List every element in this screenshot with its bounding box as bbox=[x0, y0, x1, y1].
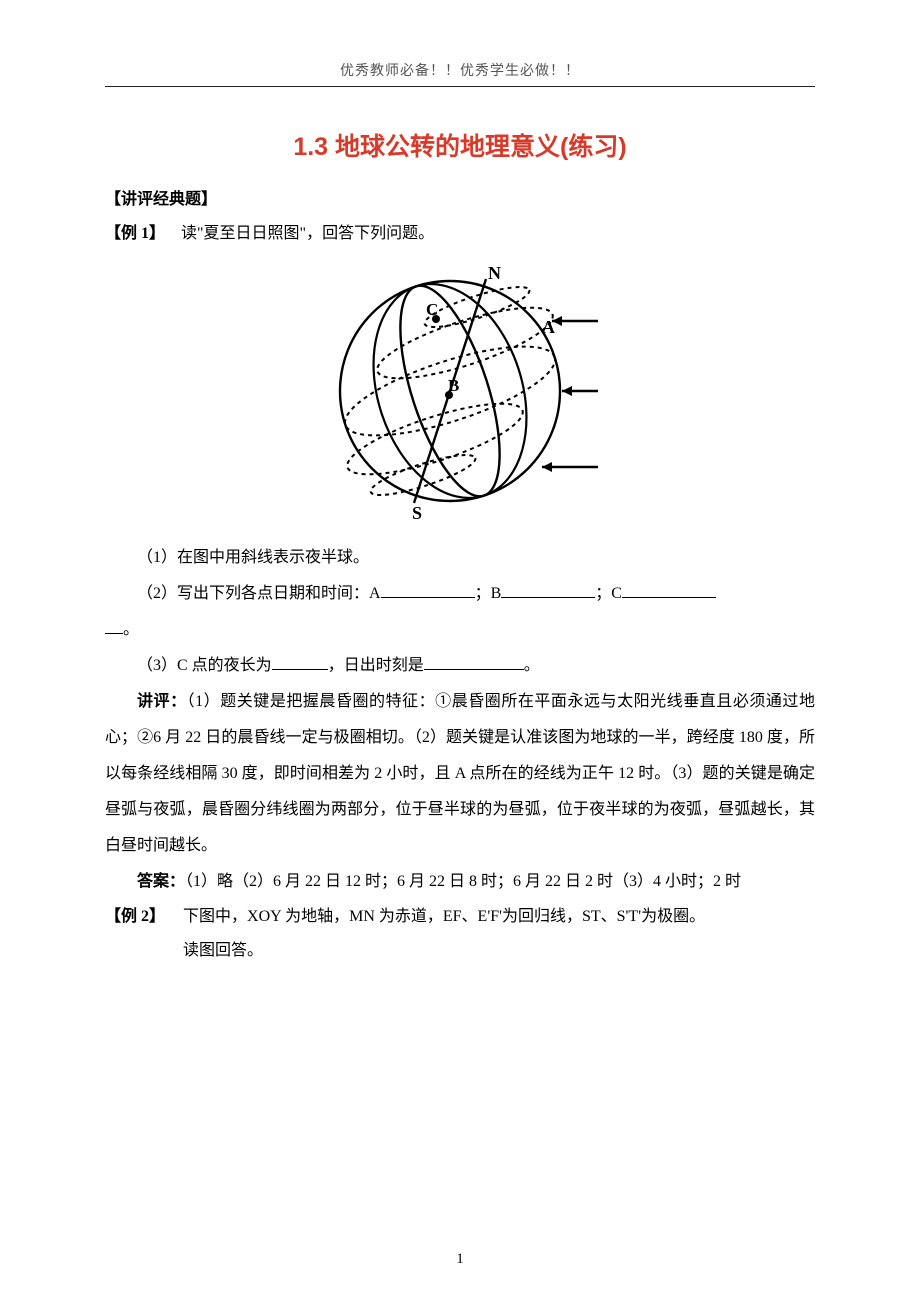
page-number: 1 bbox=[0, 1251, 920, 1268]
question-1: （1）在图中用斜线表示夜半球。 bbox=[105, 540, 815, 576]
figure-label-S: S bbox=[412, 503, 422, 521]
example-2: 【例 2】 下图中，XOY 为地轴，MN 为赤道，EF、E'F'为回归线，ST、… bbox=[105, 900, 815, 967]
q2-text-b: ；B bbox=[475, 585, 502, 602]
example-2-label: 【例 2】 bbox=[105, 900, 183, 967]
q2-text-a: （2）写出下列各点日期和时间：A bbox=[137, 585, 381, 602]
figure-1: N S A B C bbox=[105, 261, 815, 526]
question-3: （3）C 点的夜长为 ，日出时刻是 。 bbox=[105, 648, 815, 684]
example-2-line2: 读图回答。 bbox=[183, 934, 815, 968]
example-1-prompt: 读"夏至日日照图"，回答下列问题。 bbox=[181, 225, 434, 242]
blank-night-length bbox=[272, 669, 328, 670]
example-2-line1: 下图中，XOY 为地轴，MN 为赤道，EF、E'F'为回归线，ST、S'T'为极… bbox=[183, 900, 815, 934]
q3-period: 。 bbox=[524, 657, 540, 674]
document-title: 1.3 地球公转的地理意义(练习) bbox=[105, 127, 815, 163]
review-body: （1）题关键是把握晨昏圈的特征：①晨昏圈所在平面永远与太阳光线垂直且必须通过地心… bbox=[105, 693, 815, 854]
q3-text-a: （3）C 点的夜长为 bbox=[137, 657, 272, 674]
section-heading: 【讲评经典题】 bbox=[105, 185, 815, 209]
answer-label: 答案： bbox=[137, 873, 185, 890]
blank-C-tail bbox=[105, 633, 123, 634]
figure-label-A: A bbox=[542, 317, 555, 337]
page-header: 优秀教师必备！！优秀学生必做！！ bbox=[105, 60, 815, 87]
q3-text-b: ，日出时刻是 bbox=[328, 657, 424, 674]
review-label: 讲评： bbox=[137, 693, 187, 710]
blank-C bbox=[622, 597, 716, 598]
figure-label-B: B bbox=[448, 376, 459, 395]
question-2: （2）写出下列各点日期和时间：A ；B ；C bbox=[105, 576, 815, 612]
answer-paragraph: 答案：（1）略（2）6 月 22 日 12 时；6 月 22 日 8 时；6 月… bbox=[105, 864, 815, 900]
q2-text-c: ；C bbox=[595, 585, 622, 602]
example-1-label: 【例 1】 bbox=[105, 225, 165, 242]
q2-period: 。 bbox=[123, 621, 139, 638]
blank-A bbox=[381, 597, 475, 598]
example-1-lead: 【例 1】 读"夏至日日照图"，回答下列问题。 bbox=[105, 219, 815, 249]
figure-label-C: C bbox=[426, 300, 438, 319]
blank-B bbox=[501, 597, 595, 598]
figure-label-N: N bbox=[488, 263, 501, 283]
question-2-tail: 。 bbox=[105, 612, 815, 648]
answer-body: （1）略（2）6 月 22 日 12 时；6 月 22 日 8 时；6 月 22… bbox=[185, 873, 741, 890]
blank-sunrise bbox=[424, 669, 524, 670]
review-paragraph: 讲评：（1）题关键是把握晨昏圈的特征：①晨昏圈所在平面永远与太阳光线垂直且必须通… bbox=[105, 684, 815, 864]
